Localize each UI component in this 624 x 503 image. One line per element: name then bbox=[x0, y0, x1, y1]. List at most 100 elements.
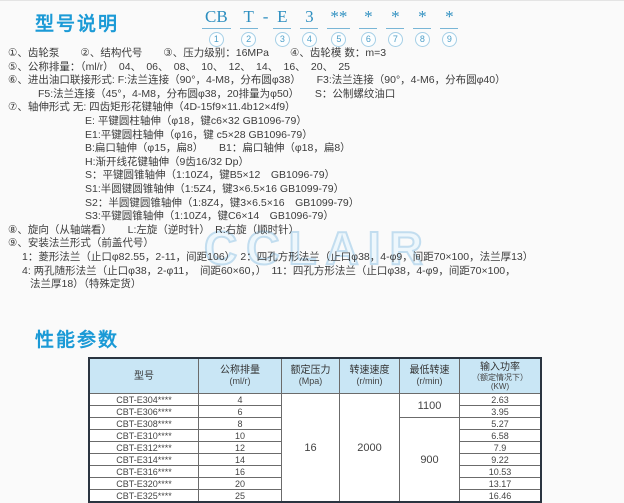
cell-model: CBT-E308**** bbox=[88, 417, 199, 430]
cell-power: 2.63 bbox=[459, 393, 542, 406]
cell-displacement: 12 bbox=[198, 441, 282, 454]
header-model-title: 型号 bbox=[134, 370, 154, 382]
cell-rated-pressure: 16 bbox=[281, 393, 340, 503]
model-code-segment: CB 1 bbox=[202, 7, 231, 47]
header-pressure-unit: (Mpa) bbox=[298, 376, 323, 386]
cell-displacement: 4 bbox=[198, 393, 282, 406]
spec-line: H:渐开线花键轴伸（9齿16/32 Dp） bbox=[85, 155, 249, 168]
cell-model: CBT-E310**** bbox=[88, 429, 199, 442]
spec-line: ⑦、轴伸形式 无: 四齿矩形花键轴伸（4D-15f9×11.4b12×4f9） bbox=[8, 101, 296, 114]
header-power-unit: (KW) bbox=[490, 381, 510, 391]
model-code-segment: 3 4 bbox=[300, 7, 319, 47]
header-power-condition: （额定情况下） bbox=[472, 372, 528, 382]
cell-model: CBT-E304**** bbox=[88, 393, 199, 406]
header-min-speed-title: 最低转速 bbox=[409, 365, 450, 376]
spec-line: S2：半圆键圆锥轴伸（1:8Z4，键3×6.5×16 GB1099-79） bbox=[85, 196, 360, 209]
spec-line: ⑥、进出油口联接形式: F:法兰连接（90°，4-M8，分布圆φ38） F3:法… bbox=[8, 74, 506, 87]
cell-model: CBT-E316**** bbox=[88, 465, 199, 478]
cclair-watermark: CCLAIR bbox=[203, 221, 432, 275]
header-speed: 转速速度 (r/min) bbox=[339, 357, 400, 394]
code-text: T bbox=[239, 7, 258, 29]
header-min-speed-unit: (r/min) bbox=[416, 376, 443, 386]
table-row: CBT-E316**** 16 10.53 bbox=[88, 465, 542, 478]
spec-line: ①、齿轮泵 ②、结构代号 ③、压力级别：16MPa ④、齿轮模 数：m=3 bbox=[8, 47, 387, 59]
spec-line: ⑧、旋向（从轴端看） L:左旋（逆时针） R:右旋（顺时针） bbox=[8, 223, 300, 236]
code-position-number: 4 bbox=[301, 32, 317, 47]
code-position-number: 6 bbox=[360, 32, 376, 47]
header-min-speed: 最低转速 (r/min) bbox=[399, 357, 460, 394]
cell-model: CBT-E320**** bbox=[88, 477, 199, 490]
code-dash: - bbox=[262, 7, 269, 26]
header-power: 输入功率 （额定情况下） (KW) bbox=[459, 357, 542, 394]
model-code-segment: ** 5 bbox=[327, 7, 351, 47]
performance-section-title: 性能参数 bbox=[35, 330, 120, 351]
code-text: * bbox=[359, 7, 378, 29]
table-row: CBT-E312**** 12 7.9 bbox=[88, 441, 542, 454]
spec-line: S3:平键圆锥轴伸（1:10Z4，键C6×14 GB1096-79） bbox=[85, 210, 334, 223]
model-code-segment: * 6 bbox=[359, 7, 378, 47]
header-model: 型号 bbox=[88, 357, 199, 394]
model-spec-list: ①、齿轮泵 ②、结构代号 ③、压力级别：16MPa ④、齿轮模 数：m=3 ⑤、… bbox=[0, 47, 624, 292]
code-position-number: 9 bbox=[441, 32, 457, 47]
cell-power: 3.95 bbox=[459, 405, 542, 418]
cell-displacement: 10 bbox=[198, 429, 282, 442]
cell-min-speed-high: 1100 bbox=[399, 393, 460, 418]
spec-line: S1:半圆键圆锥轴伸（1:5Z4，键3×6.5×16 GB1099-79） bbox=[85, 182, 345, 195]
code-position-number: 1 bbox=[208, 32, 224, 47]
cell-power: 9.22 bbox=[459, 453, 542, 466]
code-text: * bbox=[413, 7, 432, 29]
spec-line: 法兰厚18）（特殊定货） bbox=[30, 278, 142, 291]
header-pressure: 额定压力 (Mpa) bbox=[281, 357, 340, 394]
cell-displacement: 6 bbox=[198, 405, 282, 418]
table-header-row: 型号 公称排量 (ml/r) 额定压力 (Mpa) 转速速度 (r/min) 最… bbox=[88, 357, 542, 394]
cell-power: 6.58 bbox=[459, 429, 542, 442]
spec-line: ⑤、公称排量：（ml/r） 04、 06、 08、 10、 12、 14、 16… bbox=[8, 60, 351, 73]
code-text: E bbox=[273, 7, 292, 29]
cell-displacement: 16 bbox=[198, 465, 282, 478]
cell-power: 5.27 bbox=[459, 417, 542, 430]
code-position-number: 8 bbox=[414, 32, 430, 47]
header-speed-title: 转速速度 bbox=[349, 365, 390, 376]
model-code-segment: * 7 bbox=[386, 7, 405, 47]
code-position-number: 2 bbox=[241, 32, 257, 47]
cell-power: 10.53 bbox=[459, 465, 542, 478]
code-position-number: 5 bbox=[331, 32, 347, 47]
header-displacement-title: 公称排量 bbox=[220, 365, 260, 376]
code-text: 3 bbox=[300, 7, 319, 29]
spec-line: B:扁口轴伸（φ15，扁8） B1：扁口轴伸（φ18，扁8） bbox=[85, 142, 351, 155]
cell-displacement: 14 bbox=[198, 453, 282, 466]
code-text: * bbox=[440, 7, 459, 29]
header-speed-unit: (r/min) bbox=[356, 376, 383, 386]
spec-line: 1：菱形法兰（止口φ82.55，2-11，间距106） 2：四孔方形法兰（止口φ… bbox=[22, 250, 534, 263]
cell-power: 7.9 bbox=[459, 441, 542, 454]
cell-power: 13.17 bbox=[459, 477, 542, 490]
table-row: CBT-E310**** 10 6.58 bbox=[88, 429, 542, 442]
model-code-segment: E 3 bbox=[273, 7, 292, 47]
spec-line: 4: 两孔随形法兰（止口φ38，2-φ11， 间距60×60，） 11：四孔方形… bbox=[22, 264, 516, 277]
header-displacement-unit: (ml/r) bbox=[229, 376, 251, 386]
model-code-segment: * 8 bbox=[413, 7, 432, 47]
cell-displacement: 8 bbox=[198, 417, 282, 430]
cell-model: CBT-E312**** bbox=[88, 441, 199, 454]
code-text: CB bbox=[202, 7, 231, 29]
spec-line: E1:平键圆柱轴伸（φ16，键 c5×28 GB1096-79） bbox=[85, 128, 313, 141]
header-pressure-title: 额定压力 bbox=[290, 365, 331, 376]
spec-line: E: 平键圆柱轴伸（φ18，键c6×32 GB1096-79） bbox=[85, 114, 307, 127]
cell-speed: 2000 bbox=[339, 393, 400, 503]
table-row: CBT-E306**** 6 3.95 bbox=[88, 405, 542, 418]
code-text: ** bbox=[327, 7, 351, 29]
spec-line: ⑨、安装法兰形式（前盖代号） bbox=[8, 237, 154, 250]
code-position-number: 7 bbox=[387, 32, 403, 47]
header-displacement: 公称排量 (ml/r) bbox=[198, 357, 282, 394]
performance-table: 型号 公称排量 (ml/r) 额定压力 (Mpa) 转速速度 (r/min) 最… bbox=[88, 357, 542, 503]
table-row: CBT-E304**** 4 16 2000 1100 2.63 bbox=[88, 393, 542, 503]
model-section-title: 型号说明 bbox=[35, 14, 120, 35]
spec-line: F5:法兰连接（45°，4-M8，分布圆φ38，20排量为φ50） S：公制螺纹… bbox=[38, 87, 396, 100]
table-row: CBT-E314**** 14 9.22 bbox=[88, 453, 542, 466]
table-row: CBT-E320**** 20 13.17 bbox=[88, 477, 542, 490]
cell-model: CBT-E314**** bbox=[88, 453, 199, 466]
model-code-segment: * 9 bbox=[440, 7, 459, 47]
cell-model: CBT-E306**** bbox=[88, 405, 199, 418]
code-position-number: 3 bbox=[274, 32, 290, 47]
